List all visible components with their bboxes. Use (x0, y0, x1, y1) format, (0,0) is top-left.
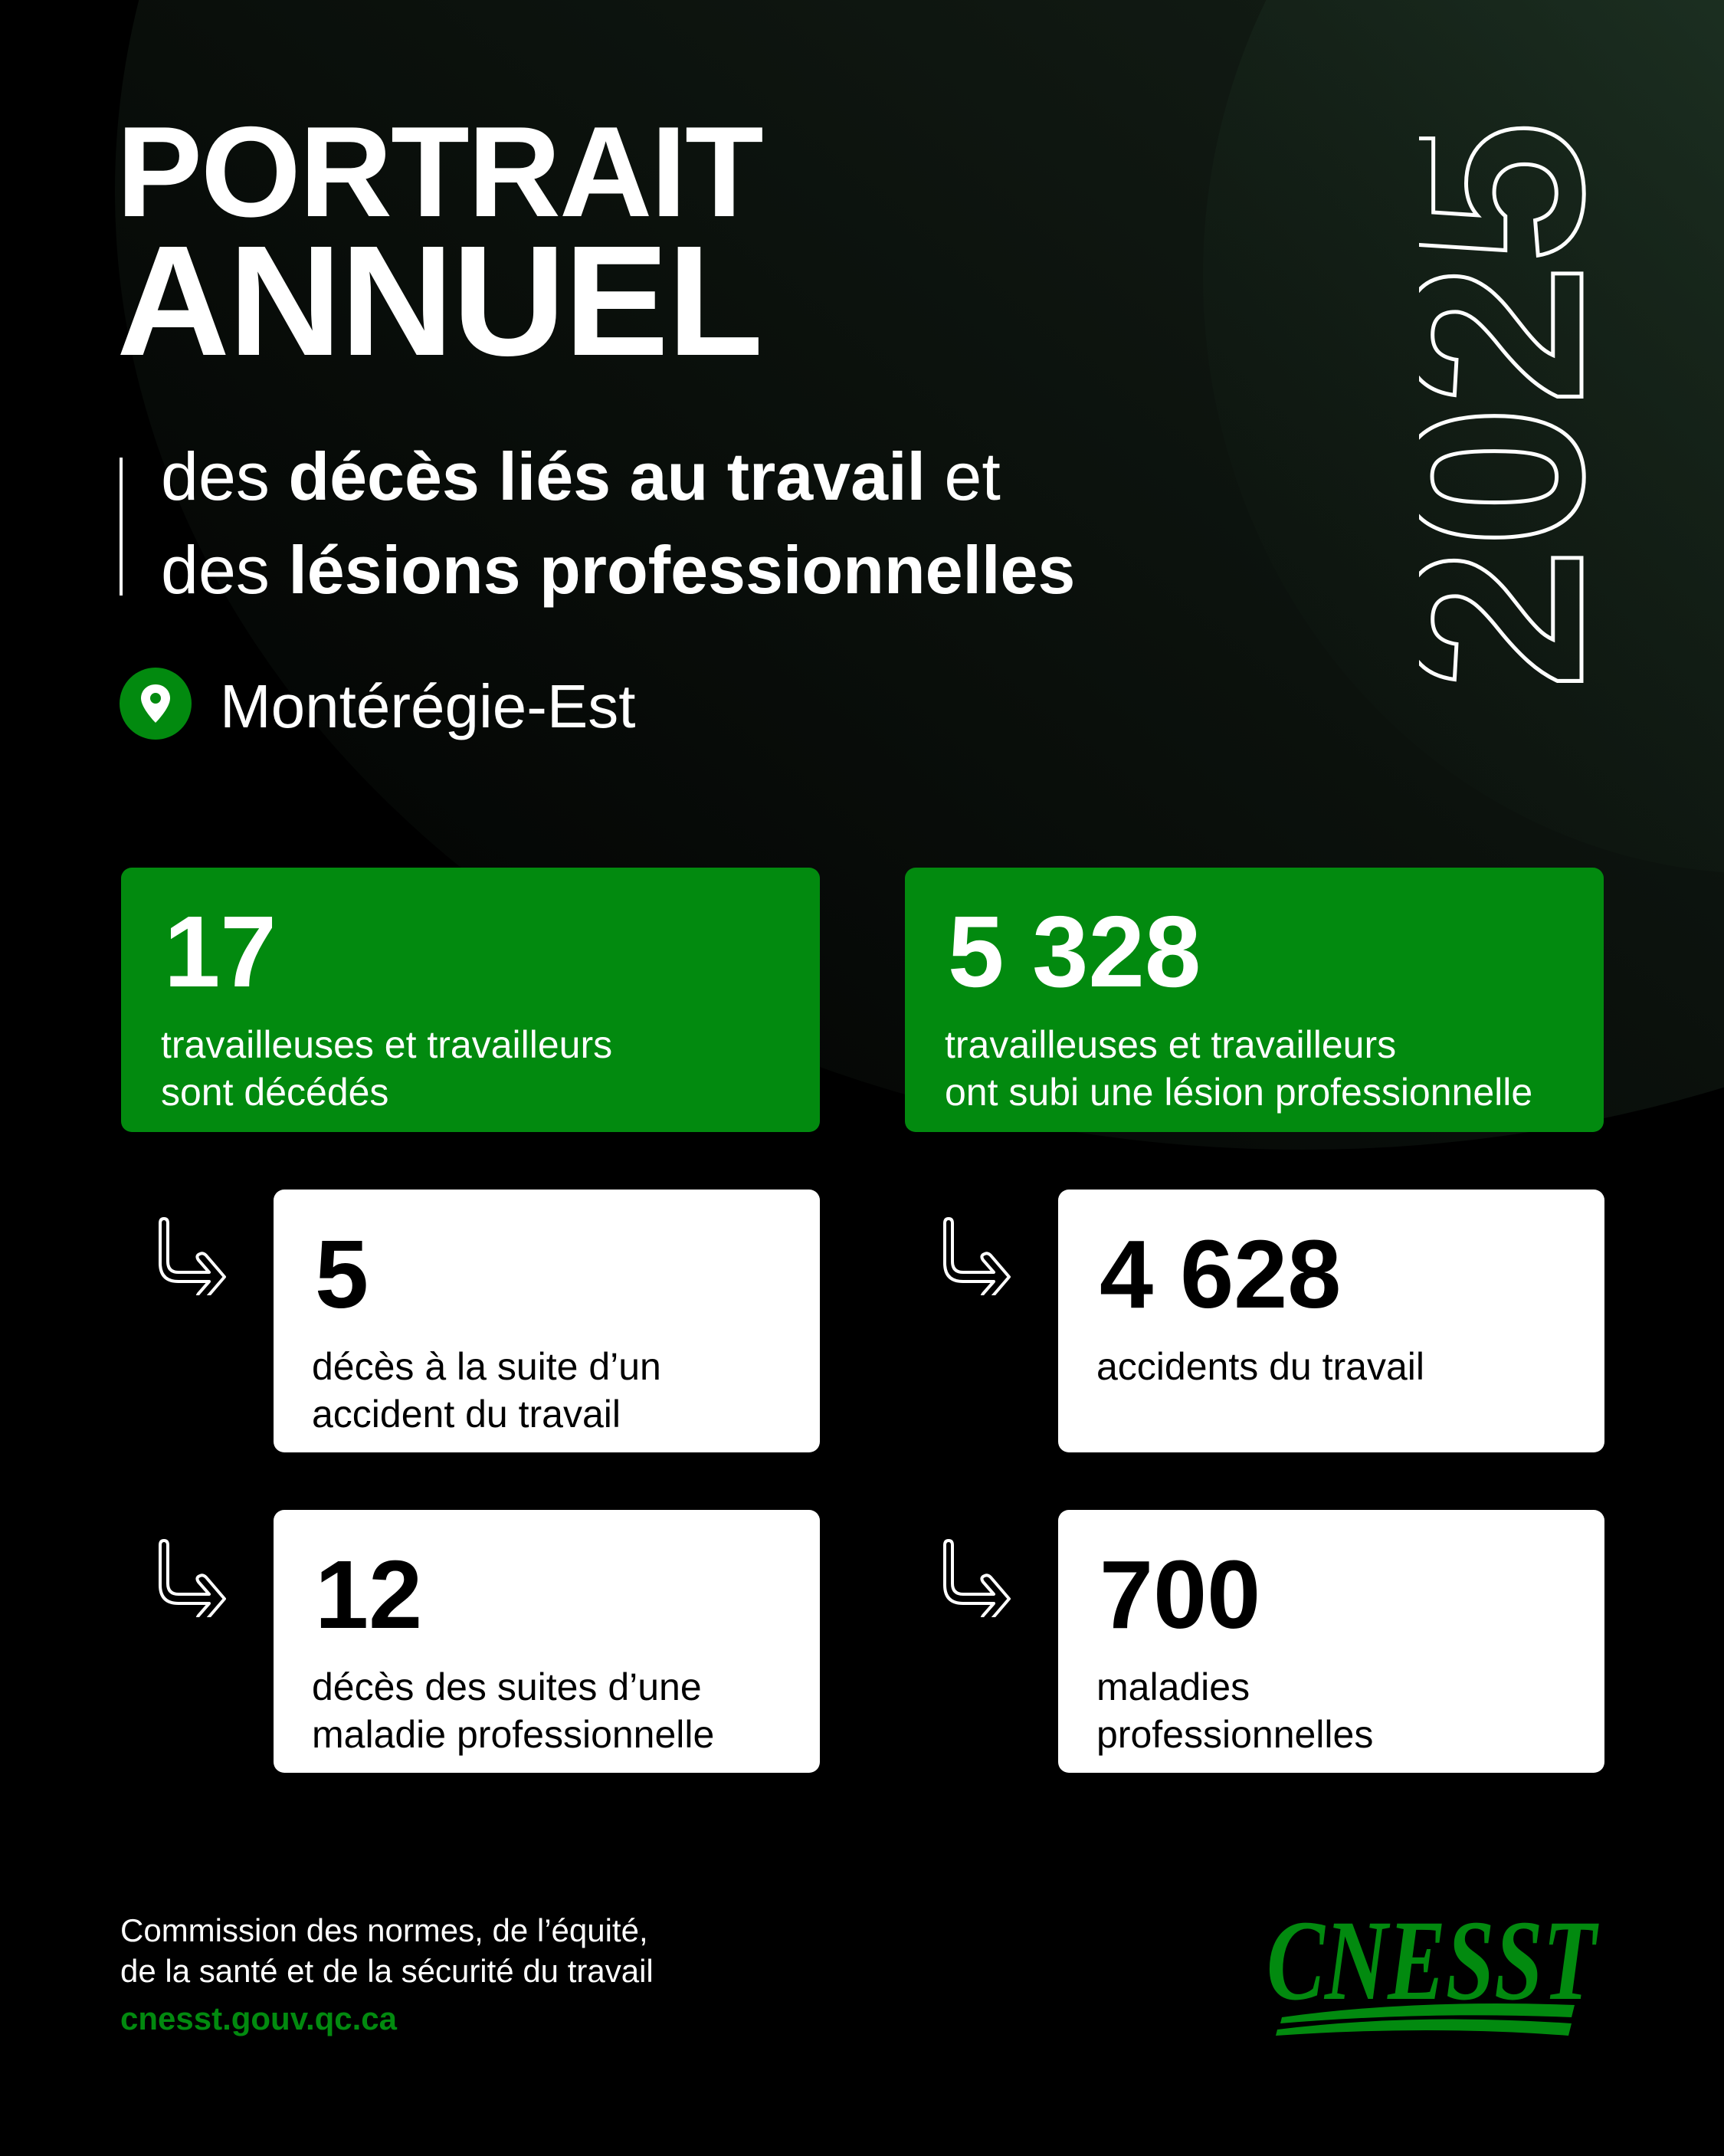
arrow-down-right-icon (159, 1217, 226, 1295)
subtitle-divider (120, 458, 123, 596)
accident-deaths-label: décès à la suite d’un accident du travail (312, 1345, 661, 1436)
work-accidents-value: 4 628 (1100, 1220, 1342, 1328)
accident-deaths-value: 5 (315, 1220, 369, 1328)
subtitle-text: des (161, 438, 289, 514)
arrow-down-right-icon (159, 1539, 226, 1617)
subtitle-text: et (925, 438, 1001, 514)
title-line-1: PORTRAIT (116, 100, 764, 244)
subtitle-bold: lésions professionnelles (288, 532, 1076, 608)
disease-deaths-label: décès des suites d’une maladie profession… (312, 1665, 715, 1756)
organization-name: Commission des normes, de l’équité, de la… (120, 1912, 654, 1989)
occupational-diseases-label: maladies professionnelles (1096, 1665, 1374, 1756)
accident-deaths-card: 5 décès à la suite d’un accident du trava… (274, 1190, 820, 1452)
website-link[interactable]: cnesst.gouv.qc.ca (120, 2000, 398, 2036)
disease-deaths-card: 12 décès des suites d’une maladie profess… (274, 1510, 820, 1773)
year-outline: 2025 (1419, 121, 1606, 690)
work-accidents-label: accidents du travail (1096, 1345, 1425, 1388)
subtitle-text: des (161, 532, 289, 608)
title-line-2: ANNUEL (116, 213, 763, 389)
subtitle-line-1: des décès liés au travail et (161, 443, 1001, 510)
deaths-total-label: travailleuses et travailleurs sont décédé… (161, 1023, 613, 1114)
work-accidents-card: 4 628 accidents du travail (1058, 1190, 1604, 1452)
subtitle-line-2: des lésions professionnelles (161, 537, 1075, 604)
deaths-total-value: 17 (164, 895, 277, 1008)
injuries-total-card: 5 328 travailleuses et travailleurs ont s… (905, 868, 1604, 1132)
deaths-total-card: 17 travailleuses et travailleurs sont déc… (121, 868, 820, 1132)
occupational-diseases-card: 700 maladies professionnelles (1058, 1510, 1604, 1773)
arrow-down-right-icon (943, 1217, 1011, 1295)
injuries-total-value: 5 328 (948, 895, 1201, 1008)
svg-text:2025: 2025 (1419, 121, 1606, 690)
arrow-down-right-icon (943, 1539, 1011, 1617)
injuries-total-label: travailleuses et travailleurs ont subi un… (945, 1023, 1533, 1114)
cnesst-logo: CNESST (1267, 1908, 1599, 2036)
location-pin-icon (120, 668, 192, 740)
subtitle-bold: décès liés au travail (288, 438, 926, 514)
disease-deaths-value: 12 (315, 1541, 423, 1649)
occupational-diseases-value: 700 (1100, 1541, 1261, 1649)
region-name: Montérégie-Est (220, 672, 636, 740)
